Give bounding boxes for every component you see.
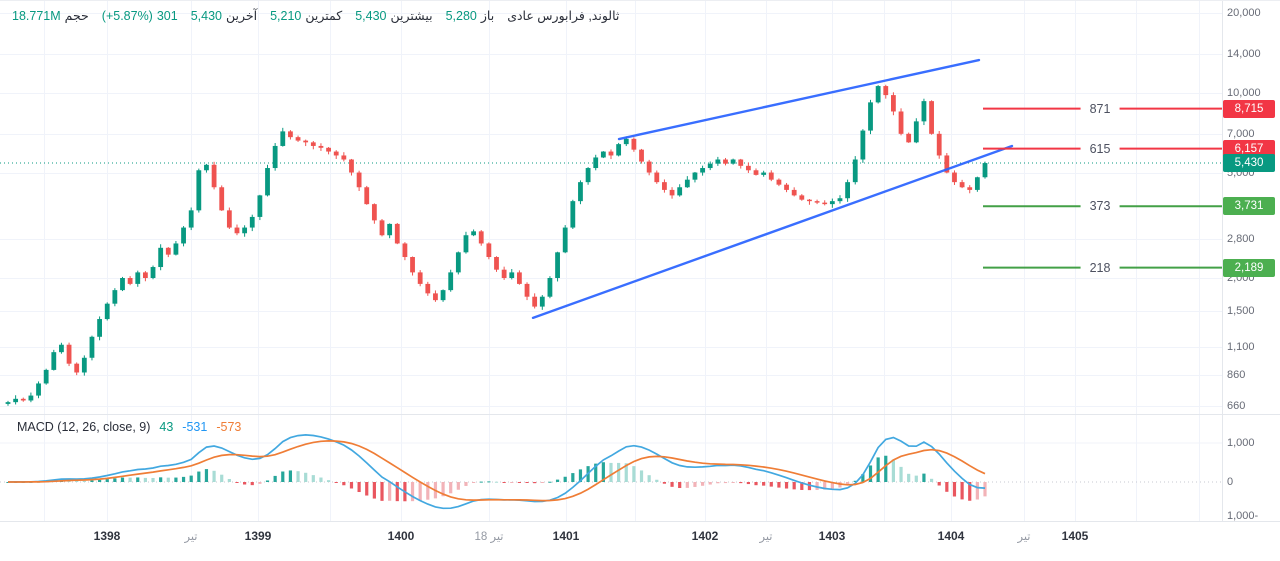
pane-divider[interactable] — [0, 414, 1280, 415]
time-label: 1405 — [1061, 529, 1089, 543]
legend-high: بیشترین 5,430 — [355, 8, 433, 24]
macd-signal-value: -573 — [216, 420, 242, 434]
time-label: 1400 — [387, 529, 415, 543]
price-pane[interactable] — [0, 1, 1222, 414]
alert-lines[interactable] — [983, 107, 1222, 269]
macd-tick-label: 0 — [1227, 476, 1234, 488]
legend-open: باز 5,280 — [445, 8, 495, 24]
legend-volume: حجم 18.771M — [12, 8, 89, 24]
macd-line-value: -531 — [182, 420, 208, 434]
alert-line-label[interactable]: 218 — [1080, 260, 1120, 275]
time-label: 1404 — [937, 529, 965, 543]
price-tick-label: 1,100 — [1227, 340, 1255, 353]
time-label: 1401 — [552, 529, 580, 543]
time-label: 1402 — [691, 529, 719, 543]
macd-signal-line — [8, 440, 986, 502]
last-price-badge: 5,430 — [1223, 154, 1275, 173]
alert-line-label[interactable]: 871 — [1080, 101, 1120, 116]
macd-pane[interactable] — [0, 414, 1222, 521]
alert-price-badge: 6,157 — [1223, 139, 1275, 158]
trendline-drawings[interactable] — [531, 58, 1014, 320]
alert-line-label[interactable]: 373 — [1080, 199, 1120, 214]
price-tick-label: 1,500 — [1227, 305, 1255, 318]
price-tick-label: 20,000 — [1227, 7, 1261, 19]
price-tick-label: 2,800 — [1227, 233, 1255, 246]
price-tick-label: 14,000 — [1227, 48, 1261, 61]
candles — [5, 84, 988, 406]
macd-hist-value: 43 — [159, 420, 174, 434]
time-label: 1403 — [818, 529, 846, 543]
alert-line-label[interactable]: 615 — [1080, 141, 1120, 156]
time-axis-divider — [0, 521, 1280, 522]
price-tick-label: 860 — [1227, 369, 1246, 382]
time-label: تیر — [184, 531, 198, 543]
alert-price-badge: 3,731 — [1223, 197, 1275, 216]
price-tick-label: 10,000 — [1227, 86, 1261, 99]
macd-tick-label: 1,000 — [1227, 437, 1255, 449]
macd-tick-label: 1,000- — [1227, 510, 1259, 522]
time-label: 1398 — [93, 529, 121, 543]
legend-last: آخرین 5,430 — [190, 8, 258, 24]
alert-price-badge: 2,189 — [1223, 258, 1275, 277]
legend-change: 301 (+5.87%) — [101, 8, 178, 23]
time-label: تیر — [1017, 531, 1031, 543]
time-label: 1399 — [244, 529, 272, 543]
macd-histogram — [6, 455, 987, 502]
symbol-legend: ثالوند, فرابورس عادی باز 5,280 بیشترین 5… — [12, 8, 620, 24]
macd-grid — [0, 414, 1222, 521]
macd-legend: MACD (12, 26, close, 9) 43 -531 -573 — [17, 420, 241, 434]
macd-title[interactable]: MACD (12, 26, close, 9) — [17, 420, 151, 434]
time-label: 18 تیر — [474, 531, 504, 543]
symbol-title[interactable]: ثالوند, فرابورس عادی — [507, 9, 620, 23]
alert-price-badge: 8,715 — [1223, 99, 1275, 118]
price-grid — [0, 1, 1222, 414]
legend-low: کمترین 5,210 — [270, 8, 343, 24]
price-tick-label: 7,000 — [1227, 127, 1255, 140]
time-label: تیر — [759, 531, 773, 543]
price-tick-label: 660 — [1227, 399, 1246, 412]
price-scale-divider — [1222, 1, 1223, 521]
